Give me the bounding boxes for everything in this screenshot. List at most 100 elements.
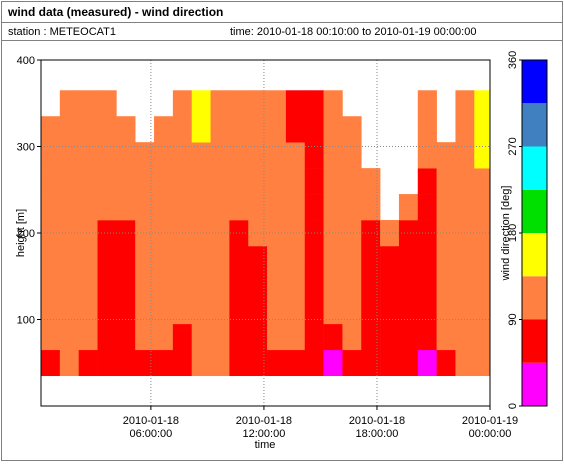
heatmap-cell bbox=[154, 220, 174, 247]
heatmap-cell bbox=[59, 297, 79, 325]
y-tick-label: 100 bbox=[17, 315, 35, 327]
heatmap-cell bbox=[248, 142, 268, 169]
heatmap-cell bbox=[436, 245, 456, 273]
chart-title: wind data (measured) - wind direction bbox=[7, 5, 223, 19]
heatmap-cell bbox=[97, 323, 117, 351]
y-axis-label: height [m] bbox=[15, 209, 27, 257]
heatmap-cell bbox=[248, 116, 268, 143]
colorbar-segment bbox=[522, 189, 547, 233]
heatmap-cell bbox=[455, 271, 475, 299]
heatmap-cell bbox=[455, 297, 475, 325]
heatmap-cell bbox=[380, 297, 400, 325]
heatmap-cell bbox=[191, 142, 211, 169]
heatmap-cell bbox=[154, 271, 174, 299]
heatmap-cell bbox=[154, 142, 174, 169]
heatmap-cell bbox=[229, 194, 249, 221]
heatmap-cell bbox=[304, 349, 324, 377]
x-tick-label: 2010-01-18 18:00:00 bbox=[349, 415, 405, 440]
heatmap-cell bbox=[116, 297, 136, 325]
heatmap-cell bbox=[59, 90, 79, 117]
heatmap-cell bbox=[417, 297, 437, 325]
heatmap-cell bbox=[41, 297, 61, 325]
heatmap-cell bbox=[78, 116, 98, 143]
heatmap-cell bbox=[285, 194, 306, 221]
heatmap-cell bbox=[267, 116, 287, 143]
heatmap-cell bbox=[172, 194, 193, 221]
heatmap-cell bbox=[380, 349, 400, 377]
time-range: time: 2010-01-18 00:10:00 to 2010-01-19 … bbox=[230, 26, 476, 38]
heatmap-cell bbox=[210, 142, 230, 169]
heatmap-cell bbox=[172, 349, 193, 377]
heatmap-cell bbox=[361, 168, 381, 195]
heatmap-cell bbox=[285, 116, 306, 143]
heatmap-cell bbox=[78, 90, 98, 117]
heatmap-cell bbox=[342, 168, 362, 195]
x-tick-label: 2010-01-18 12:00:00 bbox=[236, 415, 292, 440]
heatmap-cell bbox=[417, 220, 437, 247]
heatmap-cell bbox=[78, 271, 98, 299]
heatmap-cell bbox=[41, 116, 61, 143]
heatmap-cell bbox=[248, 297, 268, 325]
heatmap-cell bbox=[78, 168, 98, 195]
heatmap-cell bbox=[248, 90, 268, 117]
heatmap-cell bbox=[398, 220, 419, 247]
heatmap-cell bbox=[455, 90, 475, 117]
heatmap-cell bbox=[116, 323, 136, 351]
heatmap-cell bbox=[455, 142, 475, 169]
heatmap-cell bbox=[323, 90, 343, 117]
heatmap-cell bbox=[474, 323, 491, 351]
heatmap-cell bbox=[455, 220, 475, 247]
heatmap-cell bbox=[285, 90, 306, 117]
heatmap-cell bbox=[191, 271, 211, 299]
heatmap-cell bbox=[267, 194, 287, 221]
heatmap-cell bbox=[135, 297, 155, 325]
heatmap-cell bbox=[135, 220, 155, 247]
heatmap-cell bbox=[154, 245, 174, 273]
heatmap-cell bbox=[172, 142, 193, 169]
heatmap-cell bbox=[285, 323, 306, 351]
heatmap-cell bbox=[304, 323, 324, 351]
heatmap-cell bbox=[154, 349, 174, 377]
heatmap-cell bbox=[285, 142, 306, 169]
heatmap-cell bbox=[474, 90, 491, 117]
heatmap-cell bbox=[304, 116, 324, 143]
heatmap-cell bbox=[417, 194, 437, 221]
heatmap-cell bbox=[417, 323, 437, 351]
heatmap-cell bbox=[154, 323, 174, 351]
heatmap-cell bbox=[229, 116, 249, 143]
heatmap-cell bbox=[135, 245, 155, 273]
heatmap-cell bbox=[323, 271, 343, 299]
heatmap-cell bbox=[41, 245, 61, 273]
heatmap-cell bbox=[78, 297, 98, 325]
heatmap-cell bbox=[455, 168, 475, 195]
heatmap-cell bbox=[267, 90, 287, 117]
heatmap-cell bbox=[474, 168, 491, 195]
heatmap-cell bbox=[97, 116, 117, 143]
heatmap-cell bbox=[116, 349, 136, 377]
heatmap-cell bbox=[436, 271, 456, 299]
heatmap-cell bbox=[78, 220, 98, 247]
heatmap-cell bbox=[398, 297, 419, 325]
heatmap-cell bbox=[191, 116, 211, 143]
heatmap-cell bbox=[191, 349, 211, 377]
heatmap-cell bbox=[172, 116, 193, 143]
colorbar-segment bbox=[522, 233, 547, 277]
heatmap-cell bbox=[267, 168, 287, 195]
heatmap-cell bbox=[191, 168, 211, 195]
heatmap-cell bbox=[285, 271, 306, 299]
heatmap-cell bbox=[474, 271, 491, 299]
heatmap-cell bbox=[436, 142, 456, 169]
heatmap-cell bbox=[474, 245, 491, 273]
colorbar-tick-label: 180 bbox=[507, 224, 519, 242]
y-tick-label: 400 bbox=[17, 55, 35, 67]
heatmap-cell bbox=[342, 220, 362, 247]
heatmap-cell bbox=[323, 220, 343, 247]
heatmap-cell bbox=[172, 297, 193, 325]
heatmap-cell bbox=[436, 349, 456, 377]
heatmap-cell bbox=[267, 220, 287, 247]
heatmap-cell bbox=[248, 194, 268, 221]
heatmap-cell bbox=[323, 245, 343, 273]
colorbar-segment bbox=[522, 146, 547, 190]
heatmap-cell bbox=[248, 323, 268, 351]
